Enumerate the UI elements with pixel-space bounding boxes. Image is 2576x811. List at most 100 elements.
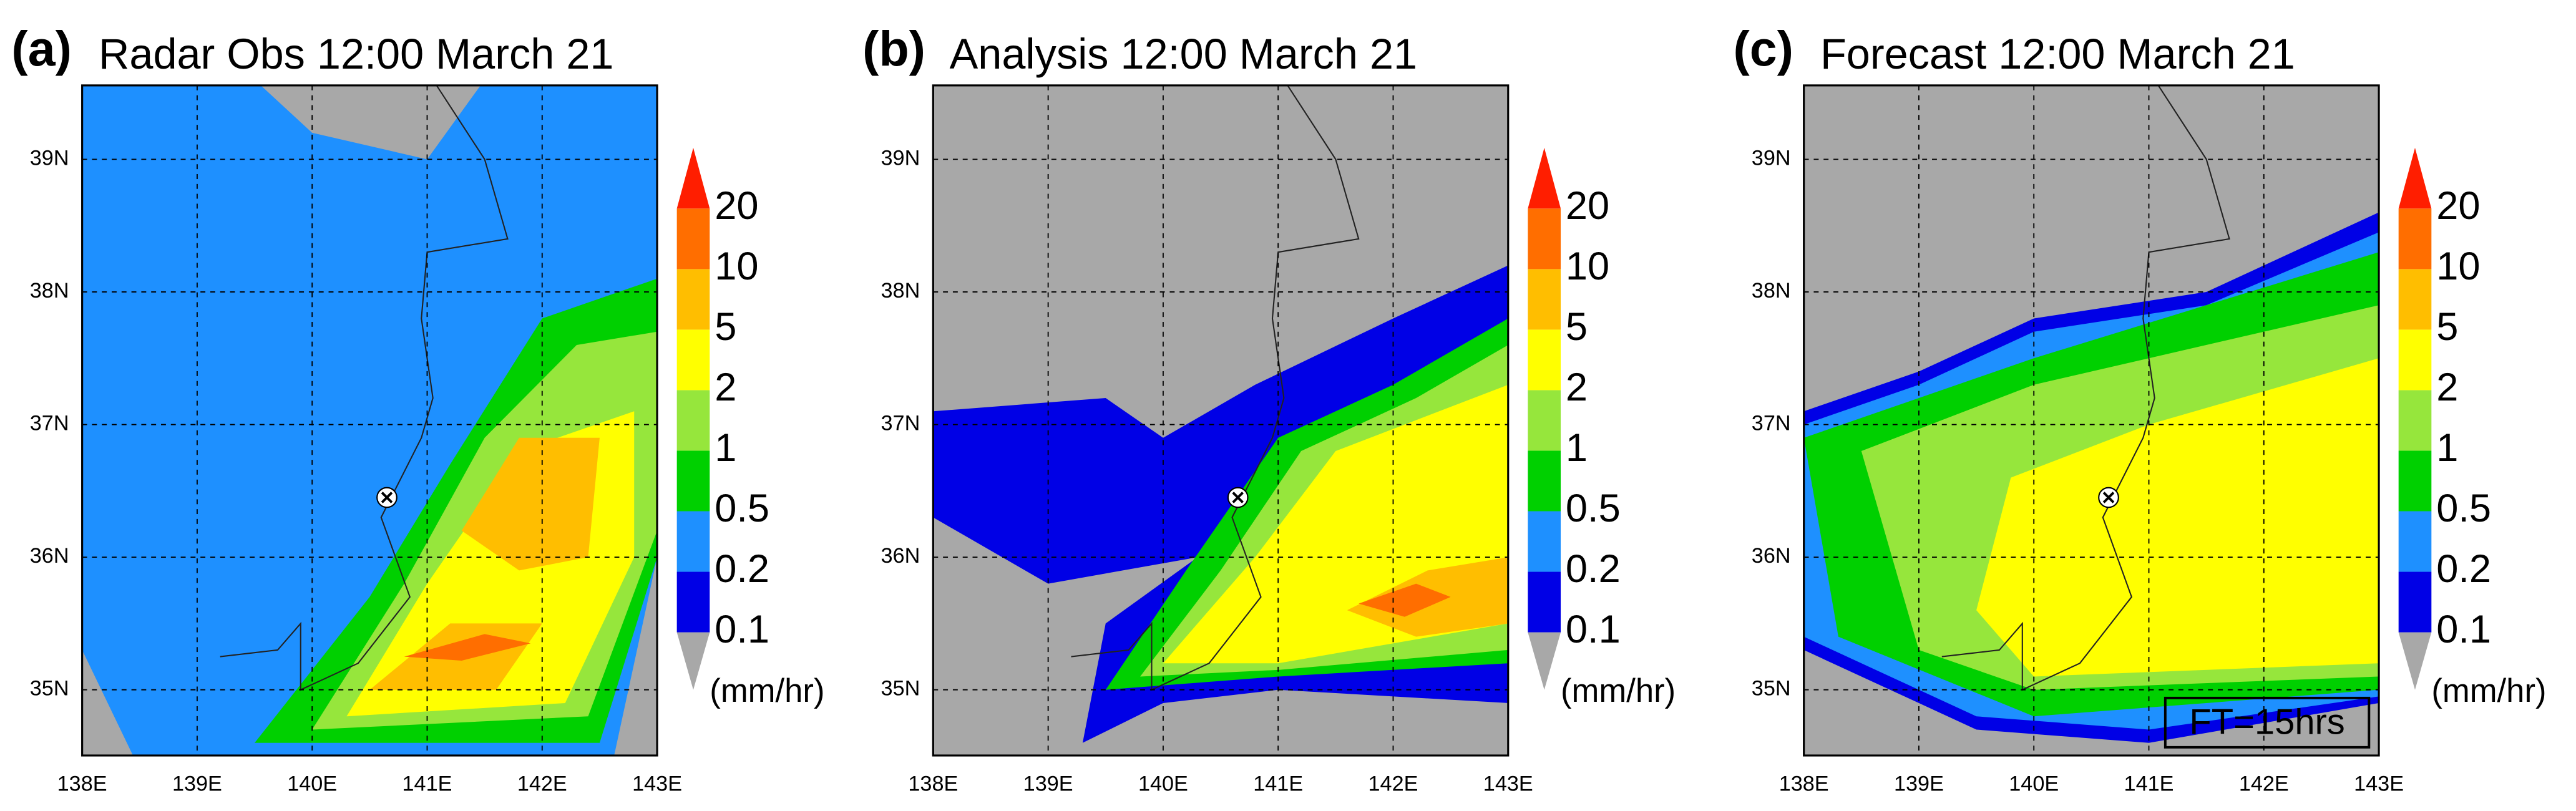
lon-tick-label: 139E bbox=[1894, 772, 1944, 795]
colorbar-high bbox=[676, 147, 710, 209]
lon-tick-label: 138E bbox=[57, 772, 107, 795]
site-cross bbox=[1232, 492, 1244, 503]
lat-tick-label: 36N bbox=[30, 544, 69, 568]
colorbar-label: 0.5 bbox=[715, 487, 769, 530]
lon-tick-label: 140E bbox=[1138, 772, 1188, 795]
colorbar-segment bbox=[1528, 269, 1561, 330]
lat-tick-label: 38N bbox=[881, 279, 920, 303]
colorbar-segment bbox=[676, 511, 710, 572]
map-frame bbox=[932, 84, 1510, 757]
colorbar-low bbox=[1528, 632, 1561, 690]
panel-label: (a) bbox=[11, 21, 72, 76]
lat-tick-label: 39N bbox=[30, 146, 69, 170]
colorbar-label: 5 bbox=[715, 305, 736, 349]
colorbar-segment bbox=[1528, 511, 1561, 572]
colorbar-low bbox=[676, 632, 710, 690]
colorbar-segment bbox=[676, 450, 710, 512]
colorbar-segment bbox=[1528, 329, 1561, 391]
colorbar-label: 0.5 bbox=[1566, 487, 1621, 530]
colorbar-segment bbox=[676, 390, 710, 451]
colorbar-label: 2 bbox=[715, 366, 736, 409]
lon-tick-label: 140E bbox=[2009, 772, 2059, 795]
colorbar-segment bbox=[2398, 450, 2432, 512]
lat-tick-label: 35N bbox=[1752, 677, 1791, 701]
panel-label: (b) bbox=[862, 21, 925, 76]
colorbar-label: 0.5 bbox=[2436, 487, 2491, 530]
panel-title: Analysis 12:00 March 21 bbox=[950, 30, 1417, 78]
lat-tick-label: 38N bbox=[30, 279, 69, 303]
colorbar-label: 10 bbox=[715, 245, 758, 288]
lon-tick-label: 142E bbox=[1368, 772, 1418, 795]
colorbar-label: 2 bbox=[2436, 366, 2458, 409]
colorbar-label: 0.2 bbox=[2436, 547, 2491, 591]
lat-tick-label: 35N bbox=[881, 677, 920, 701]
lon-tick-label: 143E bbox=[2354, 772, 2404, 795]
colorbar-segment bbox=[2398, 208, 2432, 270]
map bbox=[82, 85, 658, 756]
lon-tick-label: 143E bbox=[1483, 772, 1533, 795]
precip-area bbox=[404, 634, 531, 661]
colorbar-segment bbox=[2398, 390, 2432, 451]
precip-area bbox=[461, 437, 600, 571]
panel: (c) Forecast 12:00 March 21 138E 139E 140E 14… bbox=[1733, 21, 2546, 795]
colorbar-segment bbox=[676, 269, 710, 330]
panel-title: Forecast 12:00 March 21 bbox=[1820, 30, 2295, 78]
colorbar-segment bbox=[2398, 511, 2432, 572]
panel: (b) Analysis 12:00 March 21 138E 139E 140E 14… bbox=[862, 21, 1676, 795]
site-cross bbox=[2102, 492, 2115, 503]
colorbar-label: 5 bbox=[1566, 305, 1588, 349]
colorbar-low bbox=[2398, 632, 2432, 690]
colorbar-label: 20 bbox=[1566, 184, 1609, 228]
colorbar-label: 0.1 bbox=[715, 608, 769, 651]
colorbar-label: 0.2 bbox=[1566, 547, 1621, 591]
colorbar-unit: (mm/hr) bbox=[710, 673, 824, 709]
colorbar-unit: (mm/hr) bbox=[2431, 673, 2546, 709]
panel: (a) Radar Obs 12:00 March 21 138E 139E 140E 1… bbox=[11, 21, 824, 795]
colorbar-high bbox=[1528, 147, 1561, 209]
colorbar-high bbox=[2398, 147, 2432, 209]
colorbar-segment bbox=[676, 329, 710, 391]
colorbar-label: 2 bbox=[1566, 366, 1588, 409]
colorbar-label: 1 bbox=[2436, 426, 2458, 470]
lon-tick-label: 141E bbox=[402, 772, 452, 795]
colorbar-segment bbox=[1528, 571, 1561, 633]
lon-tick-label: 139E bbox=[1023, 772, 1073, 795]
lon-tick-label: 142E bbox=[2239, 772, 2289, 795]
annotation: FT=15hrs bbox=[2189, 702, 2344, 742]
map bbox=[933, 85, 1508, 756]
lon-tick-label: 141E bbox=[2124, 772, 2174, 795]
lon-tick-label: 140E bbox=[287, 772, 337, 795]
lat-tick-label: 37N bbox=[1752, 412, 1791, 435]
colorbar-segment bbox=[1528, 450, 1561, 512]
map-frame bbox=[1803, 84, 2380, 757]
lat-tick-label: 39N bbox=[881, 146, 920, 170]
panel-title: Radar Obs 12:00 March 21 bbox=[99, 30, 614, 78]
map bbox=[1803, 85, 2379, 756]
precip-area bbox=[1359, 583, 1451, 617]
colorbar-segment bbox=[676, 208, 710, 270]
lon-tick-label: 141E bbox=[1253, 772, 1303, 795]
colorbar-segment bbox=[1528, 208, 1561, 270]
colorbar-segment bbox=[2398, 571, 2432, 633]
colorbar-segment bbox=[2398, 269, 2432, 330]
annotation-box bbox=[2164, 696, 2371, 749]
colorbar-label: 10 bbox=[1566, 245, 1609, 288]
site-cross bbox=[381, 492, 393, 503]
coastline bbox=[1071, 85, 1360, 691]
lat-tick-label: 35N bbox=[30, 677, 69, 701]
colorbar-unit: (mm/hr) bbox=[1561, 673, 1676, 709]
coastline bbox=[1941, 85, 2230, 691]
lat-tick-label: 36N bbox=[881, 544, 920, 568]
colorbar-label: 0.2 bbox=[715, 547, 769, 591]
lon-tick-label: 143E bbox=[632, 772, 682, 795]
lon-tick-label: 142E bbox=[517, 772, 567, 795]
colorbar-label: 5 bbox=[2436, 305, 2458, 349]
lon-tick-label: 138E bbox=[908, 772, 958, 795]
coastline bbox=[220, 85, 509, 691]
lat-tick-label: 38N bbox=[1752, 279, 1791, 303]
colorbar-label: 0.1 bbox=[1566, 608, 1621, 651]
colorbar-label: 1 bbox=[1566, 426, 1588, 470]
lat-tick-label: 36N bbox=[1752, 544, 1791, 568]
colorbar-segment bbox=[676, 571, 710, 633]
